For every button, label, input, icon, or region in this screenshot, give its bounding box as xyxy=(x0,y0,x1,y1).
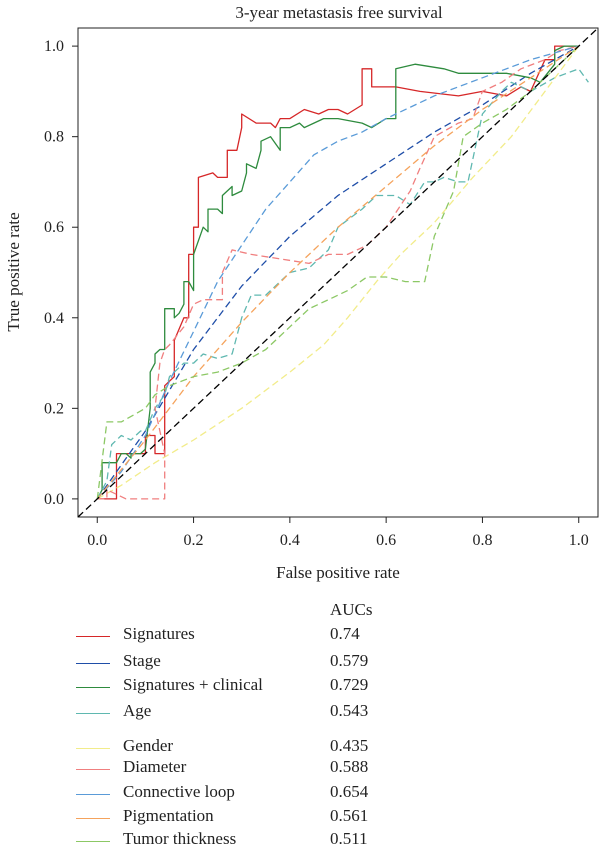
legend-item: Signatures + clinical 0.729 xyxy=(0,675,600,699)
legend-label: Signatures + clinical xyxy=(123,675,263,694)
legend-item: Pigmentation 0.561 xyxy=(0,806,600,830)
series-line-tumor-thickness xyxy=(96,45,580,499)
legend-label: Diameter xyxy=(123,757,187,776)
legend-label: Gender xyxy=(123,736,174,755)
x-axis-title: False positive rate xyxy=(276,563,400,582)
chart-title: 3-year metastasis free survival xyxy=(235,3,442,22)
legend-swatch xyxy=(76,818,110,819)
y-tick-label: 1.0 xyxy=(44,38,64,55)
legend-auc-value: 0.511 xyxy=(330,829,368,848)
legend-swatch xyxy=(76,663,110,664)
legend-swatch xyxy=(76,841,110,842)
legend-item: Age 0.543 xyxy=(0,701,600,725)
series-line-stage xyxy=(96,45,580,500)
legend-label: Pigmentation xyxy=(123,806,214,825)
legend-swatch xyxy=(76,713,110,714)
plot-area xyxy=(77,27,599,518)
x-tick-label: 1.0 xyxy=(569,532,589,549)
y-tick-label: 0.0 xyxy=(44,491,64,508)
x-tick-label: 0.4 xyxy=(280,532,300,549)
reference-diagonal-line xyxy=(77,27,599,518)
legend: AUCs Signatures 0.74 Stage 0.579 Signatures … xyxy=(0,600,600,853)
legend-swatch xyxy=(76,794,110,795)
legend-auc-value: 0.543 xyxy=(330,701,369,720)
legend-item: Connective loop 0.654 xyxy=(0,782,600,806)
x-tick-label: 0.6 xyxy=(376,532,396,549)
legend-item: Tumor thickness 0.511 xyxy=(0,829,600,853)
axes: 0.0 0.2 0.4 0.6 0.8 1.0 0.0 0.2 0.4 0.6 0.8 1.0 xyxy=(44,38,589,549)
legend-auc-value: 0.654 xyxy=(330,782,369,801)
legend-auc-value: 0.561 xyxy=(330,806,369,825)
y-axis-title: True positive rate xyxy=(4,212,23,331)
legend-auc-value: 0.435 xyxy=(330,736,369,755)
roc-chart: 3-year metastasis free survival 0.0 0.2 0.… xyxy=(4,3,599,582)
series-line-pigmentation xyxy=(96,45,580,500)
y-tick-label: 0.8 xyxy=(44,129,64,146)
series-line-age xyxy=(96,68,589,500)
plot-frame xyxy=(77,27,599,518)
x-tick-label: 0.8 xyxy=(472,532,492,549)
y-tick-label: 0.2 xyxy=(44,400,64,417)
legend-auc-value: 0.74 xyxy=(330,624,360,643)
legend-auc-value: 0.588 xyxy=(330,757,369,776)
legend-swatch xyxy=(76,769,110,770)
legend-label: Signatures xyxy=(123,624,195,643)
legend-swatch xyxy=(76,748,110,749)
legend-swatch xyxy=(76,636,110,637)
y-tick-label: 0.4 xyxy=(44,310,64,327)
x-tick-label: 0.0 xyxy=(87,532,107,549)
auc-column-header: AUCs xyxy=(330,600,373,619)
x-tick-label: 0.2 xyxy=(184,532,204,549)
legend-label: Tumor thickness xyxy=(123,829,237,848)
legend-label: Connective loop xyxy=(123,782,235,801)
series-line-gender xyxy=(96,45,580,500)
legend-label: Age xyxy=(123,701,152,720)
series-line-signatures xyxy=(97,45,579,500)
legend-swatch xyxy=(76,687,110,688)
legend-label: Stage xyxy=(123,651,161,670)
legend-item: Stage 0.579 xyxy=(0,651,600,675)
legend-item: Signatures 0.74 xyxy=(0,624,600,648)
series-line-diameter xyxy=(97,45,579,500)
series-line-signatures-clinical xyxy=(96,45,579,500)
legend-auc-value: 0.729 xyxy=(330,675,369,694)
legend-item: Gender 0.435 xyxy=(0,736,600,760)
legend-auc-value: 0.579 xyxy=(330,651,369,670)
y-tick-label: 0.6 xyxy=(44,219,64,236)
legend-item: Diameter 0.588 xyxy=(0,757,600,781)
